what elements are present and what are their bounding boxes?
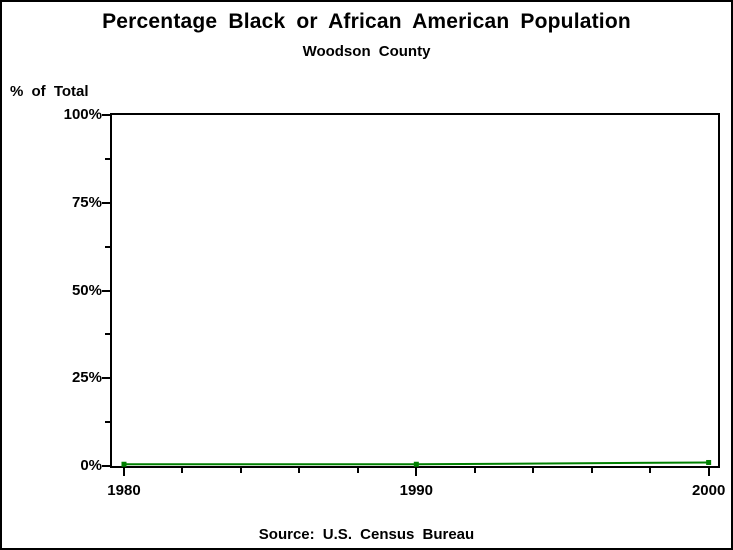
data-point-marker [706,459,712,465]
y-major-tick [102,201,110,204]
y-major-tick [102,289,110,292]
plot-frame-top [110,113,720,115]
y-tick-label: 100% [63,106,102,123]
plot-area [102,113,720,476]
data-point-marker [121,461,127,467]
y-tick-label: 75% [71,193,102,211]
x-tick-label: 1980 [107,482,141,499]
y-minor-tick [105,245,110,248]
y-axis-line [110,113,112,468]
x-tick-label: 2000 [691,482,726,499]
x-minor-tick [649,468,652,473]
x-minor-tick [298,468,301,473]
y-axis-title: % of Total [10,83,89,100]
y-tick-label: 50% [71,281,102,299]
x-minor-tick [590,468,593,473]
x-minor-tick [181,468,184,473]
y-minor-tick [105,333,110,336]
chart-title: Percentage Black or African American Pop… [102,10,631,33]
data-point-marker [413,461,419,467]
x-major-tick [707,468,710,476]
x-minor-tick [532,468,535,473]
x-tick-label: 1990 [399,482,433,499]
x-minor-tick [356,468,359,473]
y-major-tick [102,114,110,116]
y-major-tick [102,377,110,380]
y-minor-tick [105,421,110,424]
y-tick-label: 25% [71,369,102,387]
source-note: Source: U.S. Census Bureau [258,526,475,543]
x-minor-tick [239,468,242,473]
chart-subtitle: Woodson County [302,43,431,60]
data-line-layer [121,459,712,467]
x-major-tick [415,468,418,476]
y-minor-tick [105,157,110,160]
x-axis-line [110,466,720,468]
x-major-tick [122,468,125,476]
x-minor-tick [473,468,476,473]
y-major-tick [102,465,110,467]
plot-frame-right [718,113,720,468]
y-tick-label: 0% [80,457,102,474]
